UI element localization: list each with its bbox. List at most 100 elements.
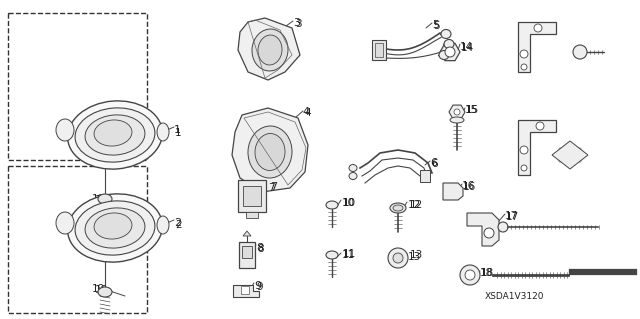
Ellipse shape	[157, 123, 169, 141]
Ellipse shape	[444, 40, 454, 48]
Bar	[246, 212, 258, 218]
Bar	[243, 186, 261, 206]
Bar	[241, 286, 249, 294]
Text: 16: 16	[463, 182, 476, 192]
Text: 3: 3	[295, 19, 301, 29]
Ellipse shape	[255, 134, 285, 170]
Polygon shape	[243, 231, 251, 236]
Text: 19: 19	[92, 284, 105, 294]
Ellipse shape	[258, 35, 282, 65]
Ellipse shape	[450, 117, 464, 123]
Text: 8: 8	[257, 244, 264, 254]
Text: 17: 17	[506, 212, 519, 222]
Circle shape	[454, 109, 460, 115]
Ellipse shape	[75, 201, 155, 255]
Text: 12: 12	[408, 200, 421, 210]
Text: 4: 4	[304, 108, 310, 118]
Bar	[375, 43, 383, 57]
Circle shape	[520, 50, 528, 58]
Ellipse shape	[94, 120, 132, 146]
Text: 17: 17	[505, 211, 518, 221]
Text: 13: 13	[408, 252, 421, 262]
Ellipse shape	[68, 194, 163, 262]
Text: 3: 3	[293, 18, 300, 28]
Circle shape	[484, 228, 494, 238]
Ellipse shape	[439, 50, 449, 60]
Ellipse shape	[252, 29, 288, 71]
Ellipse shape	[94, 213, 132, 239]
Bar	[238, 180, 266, 212]
Text: 10: 10	[343, 198, 356, 208]
Text: 1: 1	[175, 128, 182, 138]
Circle shape	[393, 253, 403, 263]
Polygon shape	[518, 120, 556, 175]
Text: 14: 14	[461, 43, 474, 53]
Text: 16: 16	[462, 181, 476, 191]
Text: XSDA1V3120: XSDA1V3120	[485, 292, 545, 301]
Ellipse shape	[75, 108, 155, 162]
Text: 9: 9	[256, 282, 262, 292]
Circle shape	[521, 64, 527, 70]
Polygon shape	[467, 213, 499, 246]
Bar	[239, 242, 255, 268]
Circle shape	[388, 248, 408, 268]
Ellipse shape	[68, 101, 163, 169]
Bar	[372, 40, 386, 60]
Text: 15: 15	[465, 105, 478, 115]
Text: 6: 6	[430, 158, 437, 168]
Text: 7: 7	[268, 183, 275, 193]
Polygon shape	[552, 141, 588, 169]
Polygon shape	[233, 285, 259, 297]
Text: 14: 14	[460, 42, 473, 52]
Text: 11: 11	[342, 250, 355, 260]
Text: 6: 6	[431, 159, 438, 169]
Bar	[8, 166, 147, 313]
Ellipse shape	[56, 119, 74, 141]
Text: 1: 1	[174, 125, 181, 135]
Polygon shape	[449, 105, 465, 119]
Bar	[8, 13, 147, 160]
Text: 18: 18	[481, 268, 494, 278]
Circle shape	[536, 122, 544, 130]
Text: 19: 19	[95, 285, 108, 295]
Circle shape	[573, 45, 587, 59]
Text: 7: 7	[270, 182, 277, 192]
Ellipse shape	[441, 29, 451, 39]
Circle shape	[534, 24, 542, 32]
Text: 19: 19	[92, 194, 105, 204]
Text: 19: 19	[95, 195, 108, 205]
Ellipse shape	[98, 194, 112, 204]
Ellipse shape	[85, 208, 145, 248]
Polygon shape	[443, 183, 463, 200]
Text: 2: 2	[175, 220, 182, 230]
Text: 12: 12	[410, 200, 423, 210]
Text: 5: 5	[432, 20, 439, 30]
Ellipse shape	[157, 216, 169, 234]
Ellipse shape	[248, 126, 292, 178]
Text: 11: 11	[343, 249, 356, 259]
Text: 10: 10	[342, 198, 355, 208]
Text: 13: 13	[410, 250, 423, 260]
Circle shape	[498, 222, 508, 232]
Text: 5: 5	[433, 21, 440, 31]
Ellipse shape	[349, 173, 357, 180]
Ellipse shape	[393, 205, 403, 211]
Ellipse shape	[85, 115, 145, 155]
Bar	[420, 170, 430, 182]
Ellipse shape	[390, 203, 406, 213]
Ellipse shape	[56, 212, 74, 234]
Ellipse shape	[349, 165, 357, 172]
Text: 4: 4	[302, 107, 309, 117]
Circle shape	[445, 47, 455, 57]
Polygon shape	[518, 22, 556, 72]
Text: 8: 8	[256, 243, 263, 253]
Polygon shape	[232, 108, 308, 192]
Circle shape	[520, 146, 528, 154]
Text: 2: 2	[174, 218, 181, 228]
Circle shape	[460, 265, 480, 285]
Bar	[242, 246, 252, 258]
Ellipse shape	[98, 287, 112, 297]
Polygon shape	[238, 18, 300, 80]
Circle shape	[465, 270, 475, 280]
Circle shape	[521, 165, 527, 171]
